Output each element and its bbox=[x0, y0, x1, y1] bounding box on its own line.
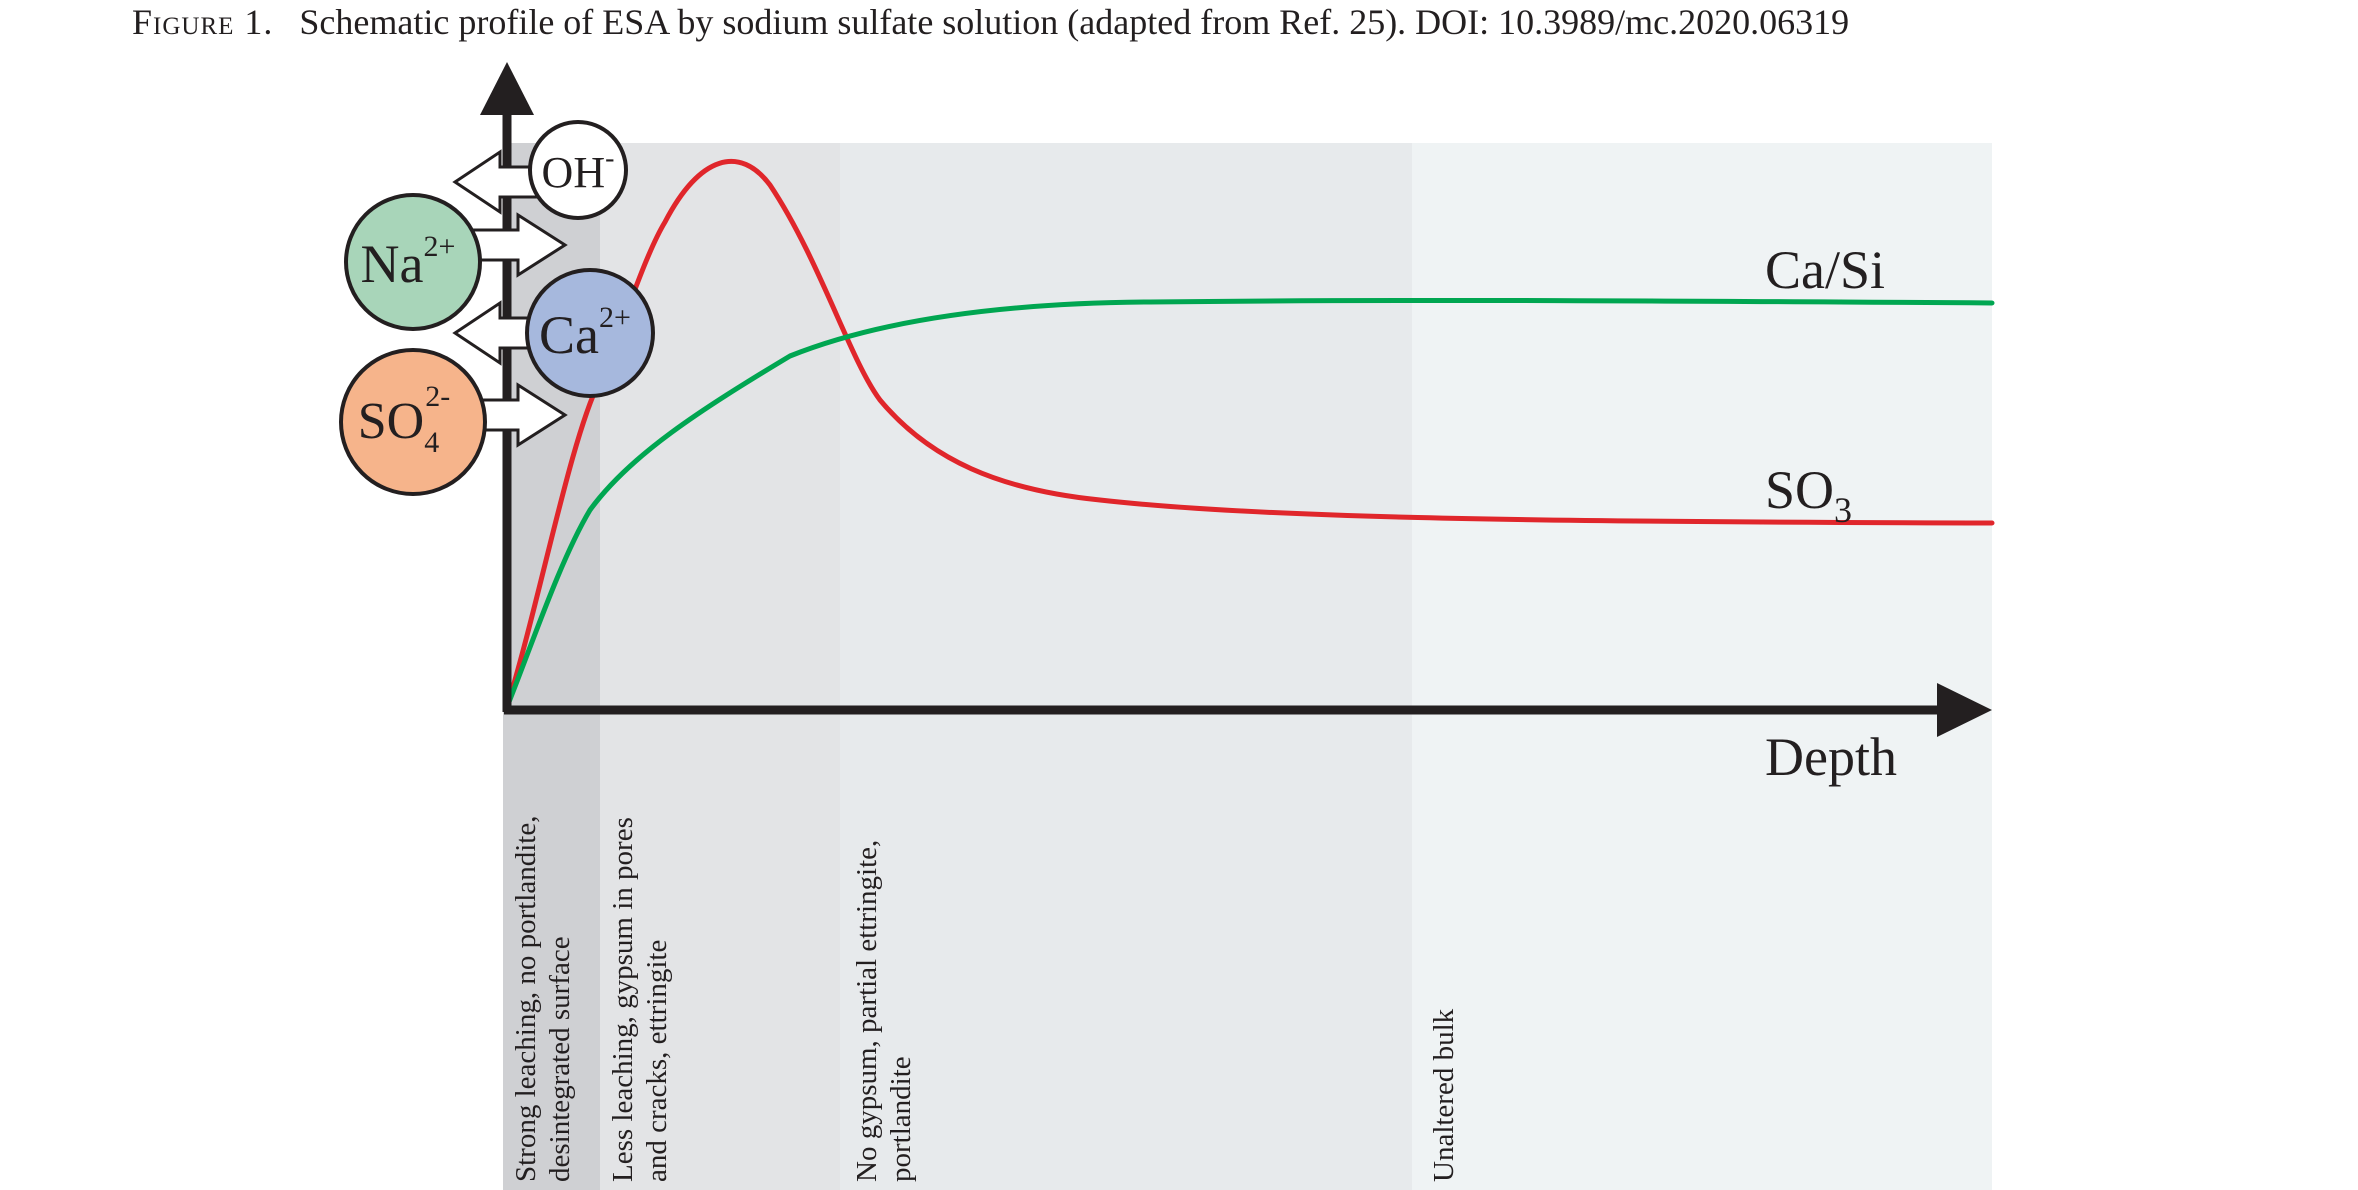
zone-3-label: No gypsum, partial ettringite, portlandi… bbox=[851, 832, 917, 1182]
na-ion-circle bbox=[344, 193, 482, 331]
ion-bubbles: OH- Na2+ Ca2+ SO42- bbox=[339, 120, 655, 496]
x-axis-arrowhead bbox=[1937, 683, 1992, 737]
zone-4-label: Unaltered bulk bbox=[1428, 1008, 1460, 1182]
na-ion-label: Na2+ bbox=[361, 230, 456, 294]
figure-label: Figure 1. bbox=[132, 2, 274, 42]
oh-ion-label: OH- bbox=[542, 143, 615, 197]
zone-labels: Strong leaching, no portlandite, desinte… bbox=[510, 808, 1460, 1182]
ca-ion-circle bbox=[525, 268, 655, 398]
so4-ion-circle bbox=[339, 348, 487, 496]
ca-ion-label: Ca2+ bbox=[539, 301, 631, 365]
ca-si-label: Ca/Si bbox=[1765, 240, 1885, 300]
oh-ion-circle bbox=[528, 120, 628, 220]
y-axis-arrowhead bbox=[480, 62, 534, 115]
depth-zones bbox=[503, 143, 1992, 1190]
so4-ion-label: SO42- bbox=[358, 380, 450, 459]
so4-ion: SO42- bbox=[339, 348, 487, 496]
oh-ion: OH- bbox=[528, 120, 628, 220]
figure-caption: Figure 1. Schematic profile of ESA by sod… bbox=[132, 0, 2358, 48]
zone-1-label: Strong leaching, no portlandite, desinte… bbox=[510, 808, 576, 1182]
ca-ion: Ca2+ bbox=[525, 268, 655, 398]
x-axis-label: Depth bbox=[1765, 727, 1897, 787]
so3-label: SO3 bbox=[1765, 460, 1852, 530]
na-ion: Na2+ bbox=[344, 193, 482, 331]
zone-4-background bbox=[1412, 143, 1992, 1190]
figure-caption-text: Schematic profile of ESA by sodium sulfa… bbox=[299, 2, 1850, 42]
ca-si-curve bbox=[504, 297, 1995, 710]
zone-2-label: Less leaching, gypsum in pores and crack… bbox=[607, 810, 673, 1182]
